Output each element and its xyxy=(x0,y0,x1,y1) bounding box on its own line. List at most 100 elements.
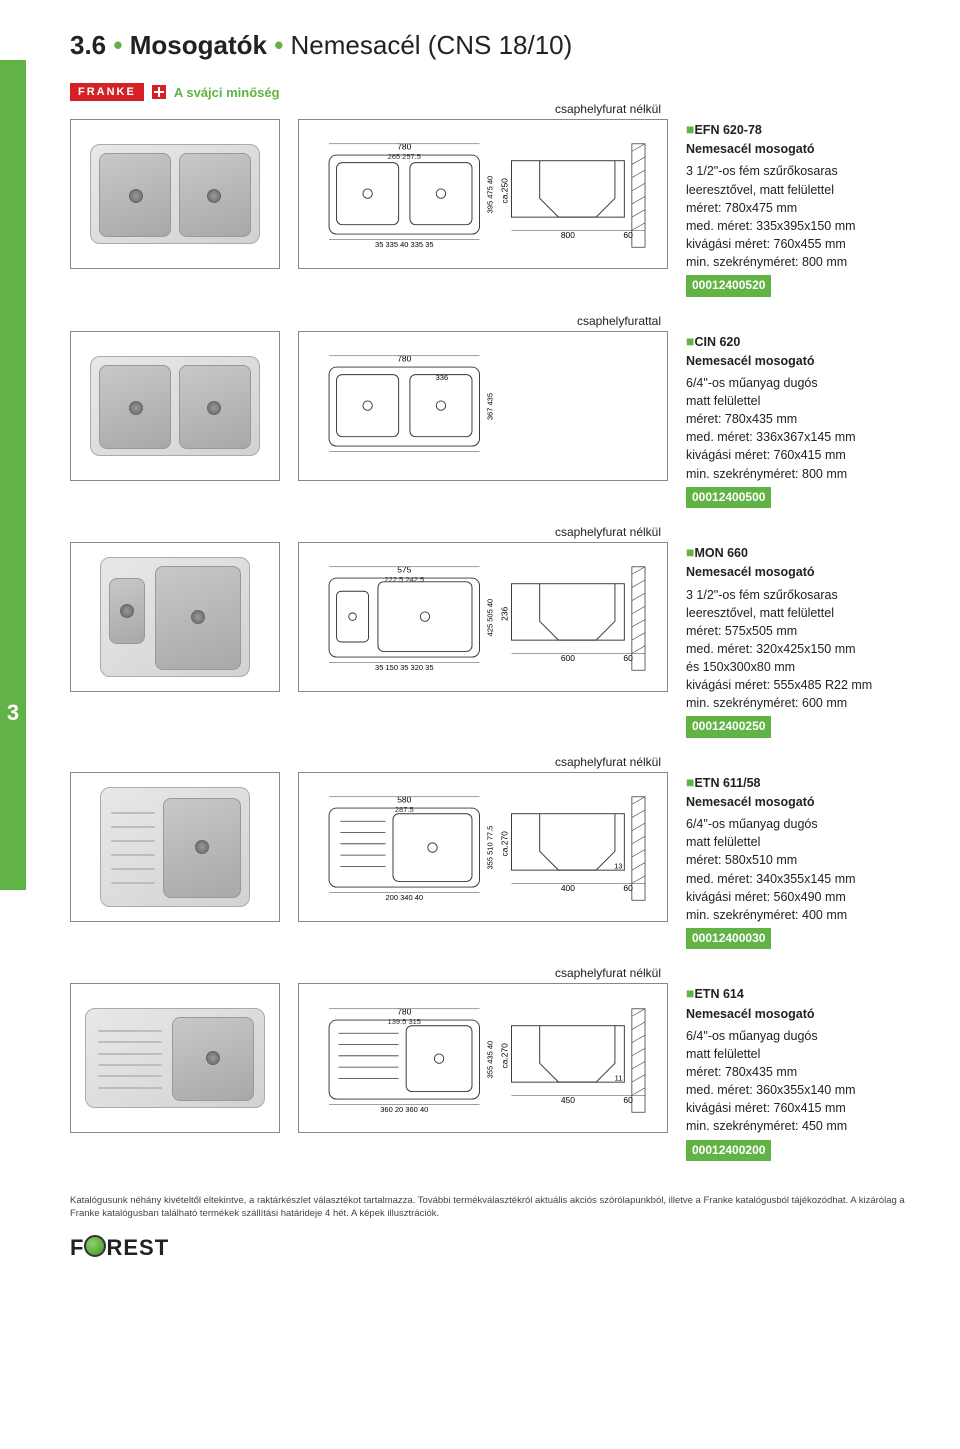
tap-hole-label: csaphelyfurattal xyxy=(577,314,661,328)
product-spec-line: med. méret: 320x425x150 mm xyxy=(686,640,920,658)
product-spec-line: med. méret: 340x355x145 mm xyxy=(686,870,920,888)
svg-text:35 335 40 335 35: 35 335 40 335 35 xyxy=(375,241,434,250)
product-description: ■ETN 614 Nemesacél mosogató 6/4"-os műan… xyxy=(686,983,920,1161)
forest-logo-suffix: REST xyxy=(106,1235,169,1260)
product-spec-line: leeresztővel, matt felülettel xyxy=(686,604,920,622)
forest-logo-prefix: F xyxy=(70,1235,84,1260)
product-spec-line: 6/4"-os műanyag dugós xyxy=(686,374,920,392)
product-spec-line: kivágási méret: 760x415 mm xyxy=(686,446,920,464)
svg-text:60: 60 xyxy=(623,653,633,663)
svg-text:400: 400 xyxy=(561,883,575,893)
product-spec-line: min. szekrényméret: 800 mm xyxy=(686,253,920,271)
product-photo xyxy=(70,772,280,922)
product-description: ■EFN 620-78 Nemesacél mosogató 3 1/2"-os… xyxy=(686,119,920,297)
product-spec-line: 3 1/2"-os fém szűrőkosaras xyxy=(686,586,920,604)
product-photo xyxy=(70,983,280,1133)
product-spec-line: méret: 780x435 mm xyxy=(686,410,920,428)
product-spec-line: matt felülettel xyxy=(686,1045,920,1063)
svg-text:425 505 40: 425 505 40 xyxy=(485,599,494,637)
product-description: ■CIN 620 Nemesacél mosogató 6/4"-os műan… xyxy=(686,331,920,509)
product-spec-line: 6/4"-os műanyag dugós xyxy=(686,815,920,833)
product-description: ■ETN 611/58 Nemesacél mosogató 6/4"-os m… xyxy=(686,772,920,950)
title-sub: Nemesacél (CNS 18/10) xyxy=(291,30,573,60)
svg-text:600: 600 xyxy=(561,653,575,663)
svg-text:355 435 40: 355 435 40 xyxy=(485,1040,494,1078)
product-model: ■ETN 611/58 xyxy=(686,772,920,792)
svg-text:450: 450 xyxy=(561,1095,575,1105)
svg-text:60: 60 xyxy=(623,1095,633,1105)
tap-hole-label: csaphelyfurat nélkül xyxy=(555,102,661,116)
svg-text:355 510 77.5: 355 510 77.5 xyxy=(485,826,494,870)
svg-text:800: 800 xyxy=(561,230,575,240)
product-subtitle: Nemesacél mosogató xyxy=(686,140,920,158)
svg-text:60: 60 xyxy=(623,883,633,893)
svg-text:780: 780 xyxy=(397,142,411,152)
product-spec-line: kivágási méret: 555x485 R22 mm xyxy=(686,676,920,694)
product-spec-line: med. méret: 360x355x140 mm xyxy=(686,1081,920,1099)
catalog-footnote: Katalógusunk néhány kivételtől eltekintv… xyxy=(70,1195,920,1221)
svg-text:780: 780 xyxy=(397,353,411,363)
product-sku: 00012400500 xyxy=(686,487,771,508)
svg-text:222.5 242.5: 222.5 242.5 xyxy=(384,575,424,584)
title-separator-1: • xyxy=(113,30,129,60)
product-dimension-drawing: csaphelyfurattal 780 336 367 435 xyxy=(298,331,668,481)
product-spec-line: min. szekrényméret: 400 mm xyxy=(686,906,920,924)
title-separator-2: • xyxy=(274,30,290,60)
product-sku: 00012400250 xyxy=(686,716,771,737)
franke-logo: FRANKE xyxy=(70,83,144,101)
product-dimension-drawing: csaphelyfurat nélkül 575 222.5 242.5 35 … xyxy=(298,542,668,692)
title-main: Mosogatók xyxy=(130,30,267,60)
product-subtitle: Nemesacél mosogató xyxy=(686,563,920,581)
product-row: csaphelyfurat nélkül 780 139.5 315 360 2… xyxy=(70,983,920,1161)
svg-text:575: 575 xyxy=(397,565,411,575)
product-spec-line: méret: 780x475 mm xyxy=(686,199,920,217)
product-spec-line: kivágási méret: 760x415 mm xyxy=(686,1099,920,1117)
product-spec-line: matt felülettel xyxy=(686,833,920,851)
tap-hole-label: csaphelyfurat nélkül xyxy=(555,966,661,980)
product-photo xyxy=(70,542,280,692)
product-spec-line: med. méret: 336x367x145 mm xyxy=(686,428,920,446)
svg-text:336: 336 xyxy=(435,373,448,382)
product-subtitle: Nemesacél mosogató xyxy=(686,793,920,811)
product-sku: 00012400030 xyxy=(686,928,771,949)
svg-text:265 257.5: 265 257.5 xyxy=(387,152,420,161)
svg-text:287.5: 287.5 xyxy=(395,805,414,814)
product-model: ■CIN 620 xyxy=(686,331,920,351)
chapter-number: 3 xyxy=(0,700,26,726)
product-sku: 00012400520 xyxy=(686,275,771,296)
product-row: csaphelyfurat nélkül 575 222.5 242.5 35 … xyxy=(70,542,920,738)
product-spec-line: med. méret: 335x395x150 mm xyxy=(686,217,920,235)
svg-text:13: 13 xyxy=(614,861,622,870)
brand-tagline: A svájci minőség xyxy=(174,85,280,100)
section-number: 3.6 xyxy=(70,30,106,60)
product-spec-line: matt felülettel xyxy=(686,392,920,410)
product-spec-line: min. szekrényméret: 800 mm xyxy=(686,465,920,483)
svg-text:ca.270: ca.270 xyxy=(499,831,509,857)
tap-hole-label: csaphelyfurat nélkül xyxy=(555,525,661,539)
product-photo xyxy=(70,119,280,269)
svg-text:580: 580 xyxy=(397,795,411,805)
product-dimension-drawing: csaphelyfurat nélkül 780 265 257.5 35 33… xyxy=(298,119,668,269)
product-row: csaphelyfurat nélkül 580 287.5 200 340 4… xyxy=(70,772,920,950)
svg-text:ca.250: ca.250 xyxy=(499,178,509,204)
product-model: ■EFN 620-78 xyxy=(686,119,920,139)
product-spec-line: méret: 780x435 mm xyxy=(686,1063,920,1081)
product-spec-line: leeresztővel, matt felülettel xyxy=(686,181,920,199)
svg-text:395 475 40: 395 475 40 xyxy=(485,176,494,214)
svg-text:200 340 40: 200 340 40 xyxy=(385,893,423,902)
product-subtitle: Nemesacél mosogató xyxy=(686,352,920,370)
svg-text:ca.270: ca.270 xyxy=(499,1043,509,1069)
svg-text:11: 11 xyxy=(614,1073,622,1082)
svg-text:139.5 315: 139.5 315 xyxy=(387,1017,420,1026)
product-spec-line: kivágási méret: 560x490 mm xyxy=(686,888,920,906)
svg-text:367 435: 367 435 xyxy=(485,393,494,420)
product-description: ■MON 660 Nemesacél mosogató 3 1/2"-os fé… xyxy=(686,542,920,738)
product-spec-line: 3 1/2"-os fém szűrőkosaras xyxy=(686,162,920,180)
chapter-tab xyxy=(0,60,26,890)
product-model: ■MON 660 xyxy=(686,542,920,562)
svg-text:60: 60 xyxy=(623,230,633,240)
forest-logo-globe-icon xyxy=(84,1235,106,1257)
tap-hole-label: csaphelyfurat nélkül xyxy=(555,755,661,769)
product-spec-line: kivágási méret: 760x455 mm xyxy=(686,235,920,253)
svg-text:360 20 360 40: 360 20 360 40 xyxy=(380,1105,428,1114)
